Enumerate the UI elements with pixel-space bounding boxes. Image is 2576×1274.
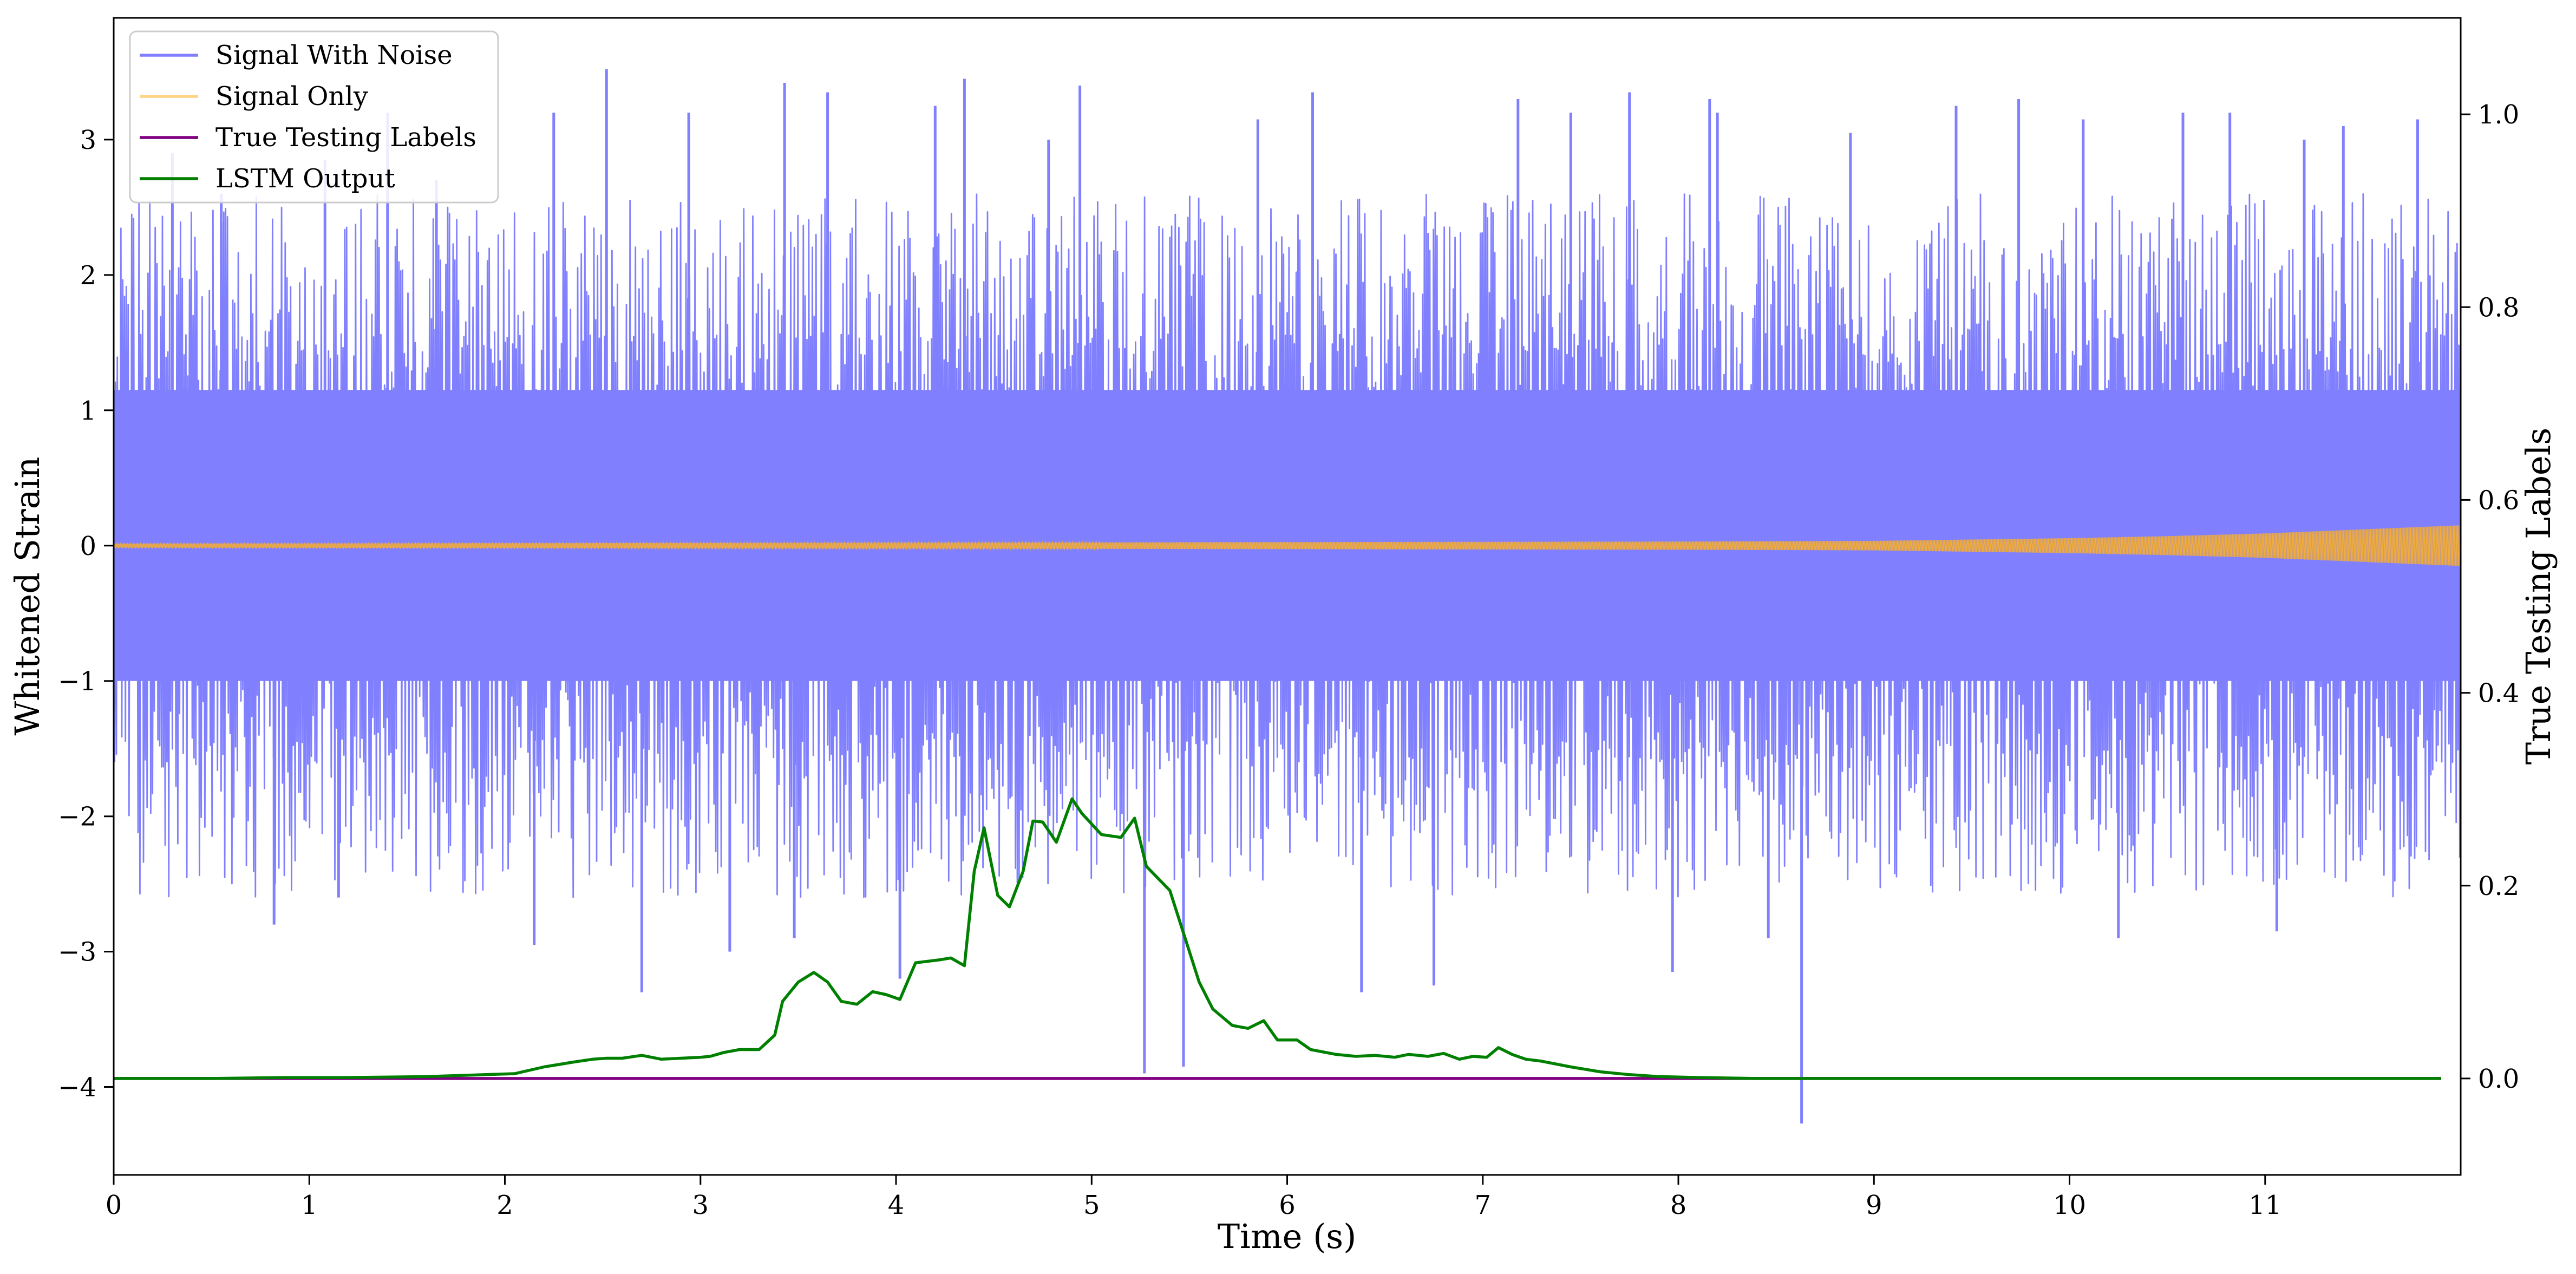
y-tick-label: −2: [58, 802, 96, 832]
y2-tick-label: 0.2: [2478, 871, 2519, 901]
y2-tick-label: 0.8: [2478, 292, 2519, 323]
legend-label: Signal Only: [215, 81, 368, 112]
series-lstm-output: [114, 797, 2441, 1080]
y-tick-label: 0: [80, 531, 96, 561]
legend-label: LSTM Output: [215, 164, 395, 194]
y-tick-label: 3: [80, 125, 96, 155]
x-tick-label: 9: [1866, 1190, 1882, 1220]
y-tick-label: −3: [58, 937, 96, 968]
x-tick-label: 3: [692, 1190, 709, 1220]
x-tick-label: 6: [1279, 1190, 1296, 1220]
y2-tick-label: 0.0: [2478, 1064, 2519, 1094]
x-axis-label: Time (s): [1218, 1217, 1357, 1256]
y-tick-label: 1: [80, 396, 96, 426]
signal-with-noise-spikes: [171, 69, 2419, 1123]
x-tick-label: 11: [2248, 1190, 2281, 1220]
y-tick-label: 2: [80, 260, 96, 291]
x-tick-label: 5: [1083, 1190, 1100, 1220]
y-tick-label: −4: [58, 1073, 96, 1103]
x-tick-label: 8: [1670, 1190, 1687, 1220]
legend-box: [129, 30, 499, 204]
y-axis-ticks: −4 −3 −2 −1 0 1 2 3: [58, 125, 114, 1103]
x-tick-label: 2: [496, 1190, 513, 1220]
series-signal-only: [114, 525, 2461, 566]
legend: Signal With Noise Signal Only True Testing…: [129, 30, 499, 204]
y2-axis-label: True Testing Labels: [2519, 428, 2558, 765]
x-tick-label: 4: [888, 1190, 905, 1220]
x-tick-label: 1: [301, 1190, 318, 1220]
series-signal-only-band: [114, 525, 2461, 566]
y2-tick-label: 0.4: [2478, 678, 2519, 709]
x-tick-label: 7: [1475, 1190, 1492, 1220]
x-tick-label: 10: [2053, 1190, 2086, 1220]
x-tick-label: 0: [106, 1190, 122, 1220]
series-signal-with-noise: [114, 193, 2461, 898]
y-tick-label: −1: [58, 667, 96, 697]
y2-axis-ticks: 0.0 0.2 0.4 0.6 0.8 1.0: [2461, 100, 2519, 1094]
y-axis-label: Whitened Strain: [8, 457, 47, 736]
x-axis-ticks: 0 1 2 3 4 5 6 7 8 9 10 11: [106, 1175, 2281, 1220]
legend-label: Signal With Noise: [215, 40, 453, 70]
plot-area: [114, 69, 2461, 1123]
legend-label: True Testing Labels: [215, 122, 476, 153]
y2-tick-label: 1.0: [2478, 100, 2519, 130]
y2-tick-label: 0.6: [2478, 485, 2519, 515]
